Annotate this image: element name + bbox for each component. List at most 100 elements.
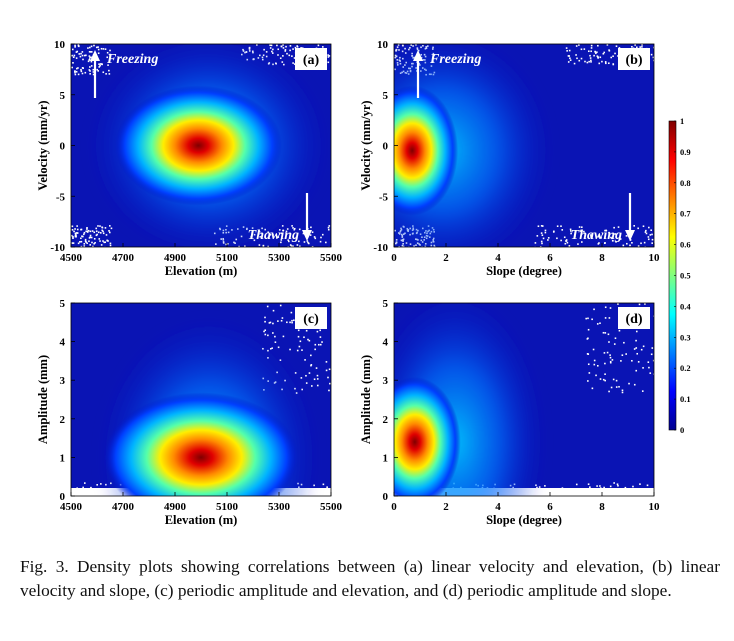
x-tick-label: 5100 <box>216 252 239 264</box>
panel-a: 4500 4700 4900 5100 5300 5500 10 5 0 -5 -10 Elevati… <box>36 39 343 278</box>
density-peak <box>394 85 459 216</box>
y-tick-label: -10 <box>50 242 65 254</box>
y-tick-label: 1 <box>60 452 66 464</box>
colorbar-tick-label: 0 <box>680 425 684 435</box>
y-tick-label: 3 <box>60 375 66 387</box>
y-tick-label: -10 <box>373 242 388 254</box>
x-tick-label: 10 <box>649 501 661 513</box>
y-axis-label: Velocity (mm/yr) <box>359 100 373 190</box>
colorbar-tick-label: 1 <box>680 116 684 126</box>
panel-tag-box <box>295 48 327 70</box>
y-tick-label: 4 <box>60 337 66 349</box>
density-heatmap <box>394 303 654 496</box>
x-tick-label: 4500 <box>60 252 83 264</box>
y-tick-label: 0 <box>60 491 66 503</box>
colorbar-tick-label: 0.5 <box>680 271 691 281</box>
freezing-label: Freezing <box>106 52 158 67</box>
panel-tag: (c) <box>303 312 319 327</box>
panel-tag: (b) <box>625 53 642 68</box>
x-tick-label: 5500 <box>320 501 343 513</box>
density-plots-svg: 4500 4700 4900 5100 5300 55001050-5-10Elevati… <box>36 39 691 527</box>
y-tick-label: 5 <box>383 298 389 310</box>
panel-tag: (a) <box>303 53 320 68</box>
plot-frame <box>393 302 655 497</box>
x-tick-label: 0 <box>391 252 397 264</box>
density-peak <box>394 376 461 496</box>
panel-tag-box <box>295 307 327 329</box>
x-tick-label: 5300 <box>268 501 291 513</box>
x-tick-label: 6 <box>547 501 553 513</box>
density-heatmap <box>394 44 654 247</box>
x-tick-label: 0 <box>391 501 397 513</box>
x-tick-label: 4500 <box>60 501 83 513</box>
y-tick-label: 2 <box>383 414 389 426</box>
y-tick-label: 5 <box>383 90 389 102</box>
x-axis-label: Elevation (m) <box>165 264 238 278</box>
thawing-label: Thawing <box>248 228 299 243</box>
y-tick-label: 0 <box>60 141 66 153</box>
colorbar-tick-label: 0.6 <box>680 240 691 250</box>
x-tick-label: 2 <box>443 501 449 513</box>
thawing-arrowhead <box>302 230 312 241</box>
colorbar: 0 0.1 0.2 0.3 0.4 0.5 0.6 0.7 0.8 0.9 1 <box>668 116 691 435</box>
plot-frame <box>70 302 332 497</box>
y-tick-label: 1 <box>383 452 389 464</box>
x-tick-label: 4700 <box>112 501 135 513</box>
colorbar-tick-label: 0.7 <box>680 209 691 219</box>
x-axis-label: Elevation (m) <box>165 513 238 527</box>
panel-tag: (d) <box>625 312 642 327</box>
y-axis-label: Amplitude (mm) <box>359 355 373 444</box>
panel-c: 4500 4700 4900 5100 5300 5500 5 4 3 2 1 0 Elevation … <box>36 298 343 527</box>
y-tick-label: 0 <box>383 491 389 503</box>
y-tick-label: 4 <box>383 337 389 349</box>
colorbar-tick-label: 0.4 <box>680 301 691 311</box>
density-peak <box>103 392 299 496</box>
y-axis-label: Velocity (mm/yr) <box>36 100 50 190</box>
y-tick-label: 5 <box>60 90 66 102</box>
panel-b: 0 2 4 6 8 10 10 5 0 -5 -10 Slope (degree) Velocity (… <box>359 39 661 278</box>
freezing-arrowhead <box>90 50 100 61</box>
x-tick-label: 5500 <box>320 252 343 264</box>
density-heatmap <box>71 44 331 247</box>
density-peak <box>114 85 283 206</box>
panels-group: 4500 4700 4900 5100 5300 55001050-5-10Elevati… <box>36 39 661 527</box>
y-tick-label: 10 <box>377 39 389 51</box>
x-tick-label: 4 <box>495 501 501 513</box>
x-tick-label: 4900 <box>164 252 187 264</box>
colorbar-tick-label: 0.1 <box>680 394 691 404</box>
density-heatmap <box>71 303 331 496</box>
x-tick-label: 5100 <box>216 501 239 513</box>
x-tick-label: 2 <box>443 252 449 264</box>
thawing-arrowhead <box>625 230 635 241</box>
y-tick-label: -5 <box>379 191 389 203</box>
x-tick-label: 5300 <box>268 252 291 264</box>
y-tick-label: 3 <box>383 375 389 387</box>
colorbar-tick-label: 0.2 <box>680 363 691 373</box>
figure-caption: Fig. 3. Density plots showing correlatio… <box>20 557 720 600</box>
colorbar-tick-label: 0.9 <box>680 147 691 157</box>
colorbar-tick-label: 0.8 <box>680 178 691 188</box>
y-axis-label: Amplitude (mm) <box>36 355 50 444</box>
x-tick-label: 4900 <box>164 501 187 513</box>
y-tick-label: 10 <box>54 39 66 51</box>
x-tick-label: 8 <box>599 501 605 513</box>
x-tick-label: 8 <box>599 252 605 264</box>
colorbar-tick-label: 0.3 <box>680 332 691 342</box>
y-tick-label: 0 <box>383 141 389 153</box>
y-tick-label: -5 <box>56 191 66 203</box>
density-figure: 4500 4700 4900 5100 5300 5500 10 5 0 -5 -10 Elevati… <box>36 39 691 527</box>
freezing-arrowhead <box>413 50 423 61</box>
x-axis-label: Slope (degree) <box>486 264 562 278</box>
panel-tag-box <box>618 48 650 70</box>
freezing-label: Freezing <box>429 52 481 67</box>
y-tick-label: 2 <box>60 414 66 426</box>
x-axis-label: Slope (degree) <box>486 513 562 527</box>
y-tick-label: 5 <box>60 298 66 310</box>
x-tick-label: 4700 <box>112 252 135 264</box>
x-tick-label: 10 <box>649 252 661 264</box>
thawing-label: Thawing <box>571 228 622 243</box>
x-tick-label: 6 <box>547 252 553 264</box>
x-tick-label: 4 <box>495 252 501 264</box>
panel-tag-box <box>618 307 650 329</box>
